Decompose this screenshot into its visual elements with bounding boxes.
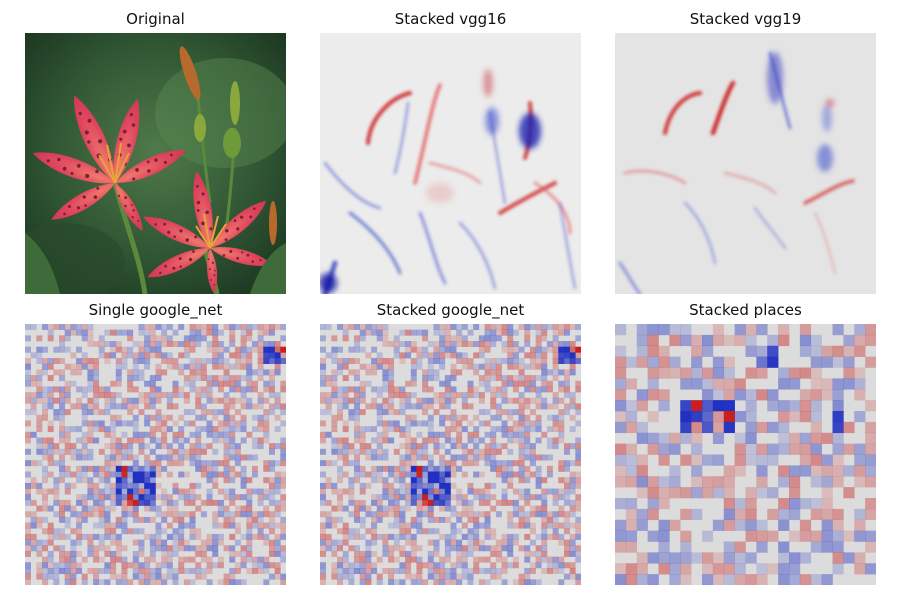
saliency-map-stacked-google-net bbox=[320, 324, 581, 585]
panel-title: Original bbox=[126, 10, 185, 28]
saliency-map-single-google-net bbox=[25, 324, 286, 585]
panel-title: Single google_net bbox=[88, 301, 223, 319]
saliency-map-vgg19 bbox=[615, 33, 876, 294]
saliency-map-vgg16 bbox=[320, 33, 581, 294]
saliency-map-stacked-places bbox=[615, 324, 876, 585]
panel-title: Stacked google_net bbox=[376, 301, 525, 319]
panel-title: Stacked places bbox=[689, 301, 802, 319]
original-flower-image bbox=[25, 33, 286, 294]
panel-title: Stacked vgg19 bbox=[689, 10, 802, 28]
panel-title: Stacked vgg16 bbox=[394, 10, 507, 28]
